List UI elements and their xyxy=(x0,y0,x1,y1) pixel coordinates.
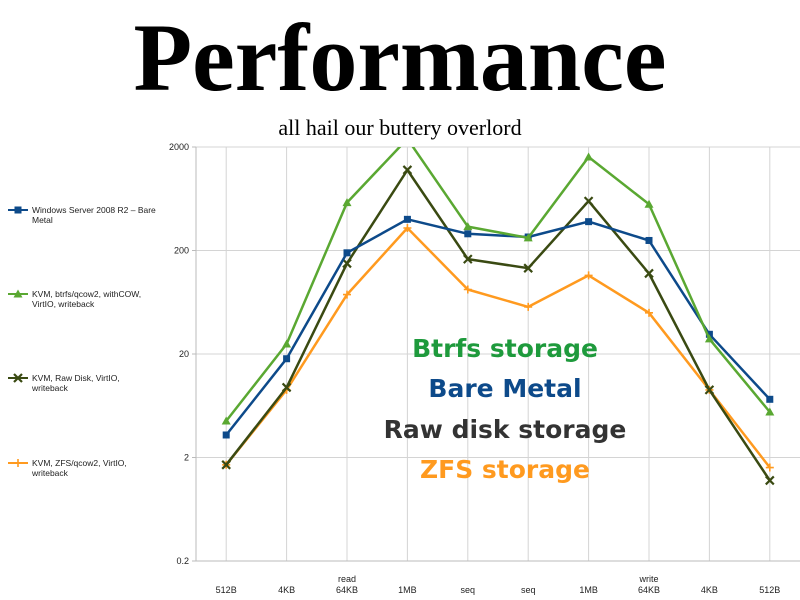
x-tick-label-line: 64KB xyxy=(638,585,660,595)
y-tick-label: 2000 xyxy=(169,142,189,152)
x-tick-label-line: seq xyxy=(521,585,536,595)
x-tick-label-line: write xyxy=(638,574,658,584)
data-point xyxy=(765,463,774,472)
x-tick-label-line: 512B xyxy=(216,585,237,595)
data-point xyxy=(766,395,774,403)
series-line xyxy=(225,218,771,436)
data-point xyxy=(765,407,775,416)
data-point xyxy=(343,249,351,257)
data-point xyxy=(403,134,412,142)
page-subtitle: all hail our buttery overlord xyxy=(278,115,522,140)
data-point xyxy=(402,165,413,175)
data-point xyxy=(704,334,714,343)
legend-swatch-marker xyxy=(13,289,23,298)
data-point xyxy=(705,330,713,338)
data-point xyxy=(583,196,594,206)
x-tick-label: 4KB xyxy=(278,585,295,595)
x-tick-label-line: 4KB xyxy=(701,585,718,595)
data-point xyxy=(281,382,292,393)
data-point xyxy=(645,236,653,244)
series-clip-group xyxy=(221,134,775,486)
data-point xyxy=(283,355,291,363)
data-point xyxy=(403,215,411,223)
data-point xyxy=(282,339,292,348)
legend-label: KVM, ZFS/qcow2, VirtIO, writeback xyxy=(31,458,127,478)
data-point xyxy=(644,199,654,208)
data-point xyxy=(584,152,594,161)
data-point xyxy=(221,460,231,470)
x-tick-label: read 64KB xyxy=(336,574,358,595)
x-tick-label-line: seq xyxy=(461,585,476,595)
data-point xyxy=(463,222,473,231)
legend-label: KVM, Raw Disk, VirtIO, writeback xyxy=(31,373,120,393)
series-line xyxy=(225,147,771,422)
legend-swatch-marker xyxy=(14,459,22,467)
legend-layer: Windows Server 2008 R2 – Bare Metal KVM, b… xyxy=(8,205,156,478)
legend-item: KVM, btrfs/qcow2, withCOW, VirtIO, writeb… xyxy=(8,289,141,309)
x-tick-label: 1MB xyxy=(579,585,598,595)
data-point xyxy=(704,385,715,395)
data-point xyxy=(524,302,533,311)
x-tick-label-line: 64KB xyxy=(336,585,358,595)
overlay-label-btrfs: Btrfs storage xyxy=(412,334,598,363)
data-point xyxy=(584,271,593,280)
legend-label: Windows Server 2008 R2 – Bare Metal xyxy=(32,205,156,225)
data-point xyxy=(222,431,230,439)
y-tick-label: 0.2 xyxy=(176,556,189,566)
y-tick-label: 20 xyxy=(179,349,189,359)
data-point xyxy=(644,268,654,279)
data-point xyxy=(765,475,775,486)
data-point xyxy=(585,218,593,226)
data-point xyxy=(342,198,352,207)
legend-item: Windows Server 2008 R2 – Bare Metal xyxy=(8,205,156,225)
legend-item: KVM, ZFS/qcow2, VirtIO, writeback xyxy=(8,458,127,478)
x-tick-label-line: 4KB xyxy=(278,585,295,595)
data-point xyxy=(403,223,412,232)
legend-label: KVM, btrfs/qcow2, withCOW, VirtIO, writeb… xyxy=(32,289,141,309)
y-tick-label: 200 xyxy=(174,246,189,256)
legend-swatch-marker xyxy=(14,206,22,214)
data-point xyxy=(523,233,533,242)
legend-swatch-marker xyxy=(13,373,23,383)
x-tick-label: 512B xyxy=(759,585,780,595)
overlay-label-bare-metal: Bare Metal xyxy=(428,374,582,403)
data-point xyxy=(463,254,473,264)
x-tick-label: write 64KB xyxy=(638,574,660,595)
x-tick-label: seq xyxy=(521,585,536,595)
data-point xyxy=(645,308,653,317)
x-tick-label-line: 1MB xyxy=(398,585,417,595)
overlay-label-zfs: ZFS storage xyxy=(420,455,590,484)
data-point xyxy=(464,230,472,238)
x-tick-label: 1MB xyxy=(398,585,417,595)
series-line xyxy=(225,168,771,482)
data-point xyxy=(221,416,231,425)
data-point xyxy=(463,285,472,294)
series-layer xyxy=(221,134,775,486)
page-title: Performance xyxy=(133,4,667,111)
series-line xyxy=(225,226,771,469)
x-tick-label: 512B xyxy=(216,585,237,595)
x-tick-label-line: 1MB xyxy=(579,585,598,595)
x-tick-label-line: 512B xyxy=(759,585,780,595)
data-point xyxy=(523,263,533,273)
y-tick-label: 2 xyxy=(184,453,189,463)
x-tick-label: seq xyxy=(461,585,476,595)
x-tick-label-line: read xyxy=(338,574,356,584)
data-point xyxy=(343,290,351,299)
legend-item: KVM, Raw Disk, VirtIO, writeback xyxy=(8,373,120,393)
data-point xyxy=(342,258,352,269)
x-tick-label: 4KB xyxy=(701,585,718,595)
overlay-label-raw-disk: Raw disk storage xyxy=(383,415,627,444)
